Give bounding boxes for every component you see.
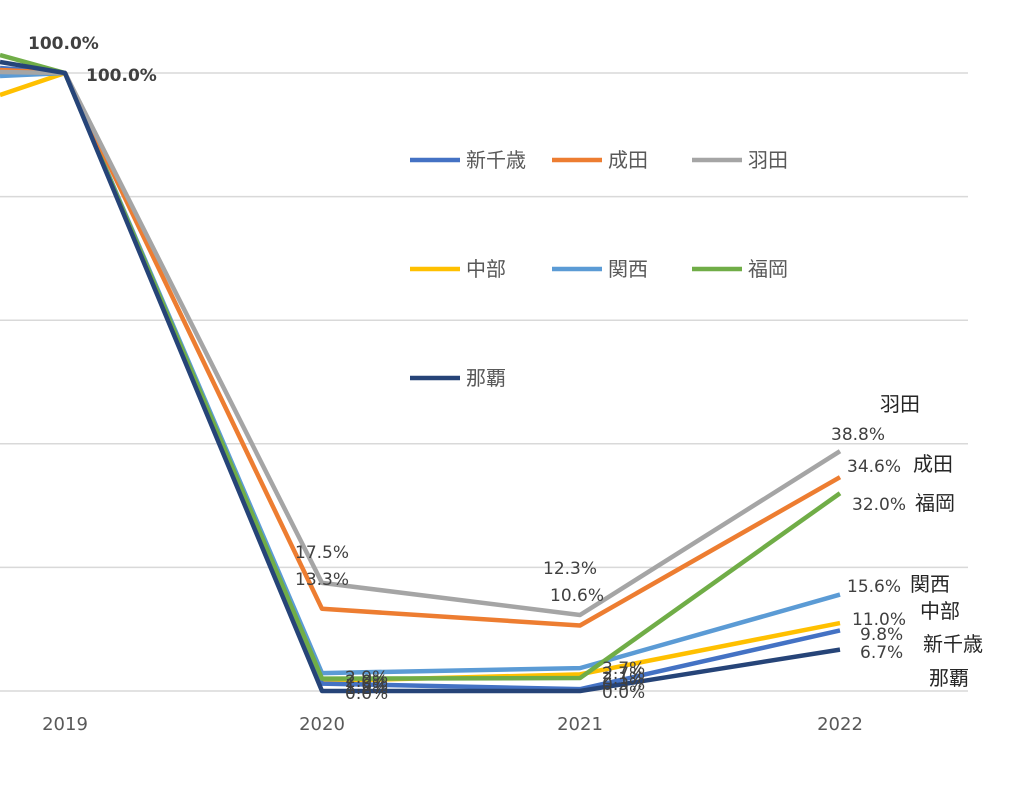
data-label: 100.0% bbox=[28, 34, 99, 54]
data-label: 9.8% bbox=[860, 625, 903, 645]
series-name-label: 那覇 bbox=[929, 666, 969, 690]
data-label: 17.5% bbox=[295, 543, 349, 563]
series-lines bbox=[0, 52, 842, 694]
series-line bbox=[0, 59, 841, 694]
data-label: 6.7% bbox=[860, 643, 903, 663]
series-name-label: 新千歳 bbox=[923, 632, 983, 656]
data-label: 12.3% bbox=[543, 559, 597, 579]
series-name-label: 福岡 bbox=[915, 491, 955, 515]
data-label: 0.3% bbox=[602, 675, 645, 695]
series-line bbox=[0, 52, 842, 681]
legend-entry: 那覇 bbox=[466, 366, 506, 390]
data-label: 2.0% bbox=[345, 672, 388, 692]
gridlines bbox=[0, 72, 968, 692]
x-tick-label: 2020 bbox=[299, 714, 345, 735]
legend-entry: 福岡 bbox=[748, 257, 788, 281]
data-label: 11.0% bbox=[852, 610, 906, 630]
legend-entry: 成田 bbox=[608, 148, 648, 172]
data-label: 34.6% bbox=[847, 457, 901, 477]
series-name-label: 中部 bbox=[920, 599, 960, 623]
legend-entry: 羽田 bbox=[748, 148, 788, 172]
data-label: 2.7% bbox=[602, 664, 645, 684]
data-label: 10.6% bbox=[550, 586, 604, 606]
data-label: 1.2% bbox=[345, 679, 388, 699]
legend-entry: 関西 bbox=[608, 257, 648, 281]
legend-entry: 新千歳 bbox=[466, 148, 526, 172]
x-axis: 2019 2020 2021 2022 bbox=[42, 714, 863, 735]
data-label: 1.6% bbox=[345, 676, 388, 696]
data-label: 13.3% bbox=[295, 570, 349, 590]
data-label: 15.6% bbox=[847, 577, 901, 597]
series-name-label: 羽田 bbox=[880, 392, 920, 416]
series-line bbox=[0, 67, 842, 628]
data-label: 38.8% bbox=[831, 425, 885, 445]
data-label: 0.0% bbox=[602, 683, 645, 703]
data-label: 0.0% bbox=[345, 684, 388, 704]
x-tick-label: 2021 bbox=[557, 714, 603, 735]
series-name-label: 成田 bbox=[913, 452, 953, 476]
x-tick-label: 2022 bbox=[817, 714, 863, 735]
data-labels: 100.0%100.0%17.5%13.3%2.9%2.0%1.6%1.2%0.… bbox=[28, 34, 983, 704]
series-line bbox=[0, 69, 842, 618]
data-label: 2.1% bbox=[602, 669, 645, 689]
data-label: 100.0% bbox=[86, 66, 157, 86]
data-label: 3.7% bbox=[602, 659, 645, 679]
data-label: 32.0% bbox=[852, 495, 906, 515]
legend-entry: 中部 bbox=[466, 257, 506, 281]
data-label: 2.9% bbox=[345, 668, 388, 688]
x-tick-label: 2019 bbox=[42, 714, 88, 735]
series-name-label: 関西 bbox=[910, 572, 950, 596]
